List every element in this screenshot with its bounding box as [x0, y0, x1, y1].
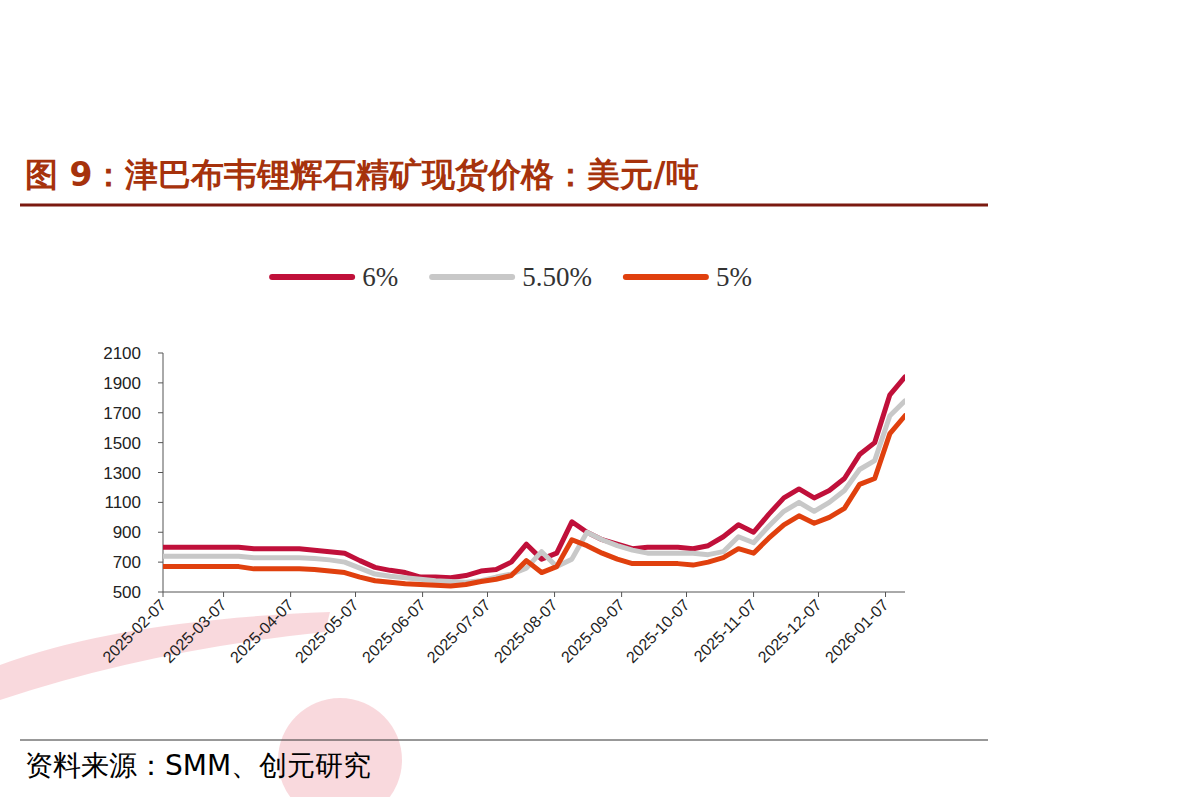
- x-tick: [554, 592, 555, 597]
- y-tick: [158, 472, 163, 473]
- y-tick: [158, 442, 163, 443]
- x-tick-label: 2025-05-07: [292, 596, 362, 666]
- legend-label: 6%: [362, 262, 398, 292]
- y-tick-label: 1700: [103, 404, 141, 423]
- x-tick-label: 2025-11-07: [691, 596, 760, 665]
- source-rule: [20, 740, 988, 741]
- y-tick: [158, 382, 163, 383]
- x-tick-label: 2025-08-07: [491, 596, 561, 666]
- source: 资料来源：SMM、创元研究: [25, 749, 371, 782]
- legend-swatch: [432, 274, 512, 280]
- x-tick: [818, 592, 819, 597]
- y-tick-label: 700: [113, 553, 141, 572]
- x-tick-label: 2025-12-07: [755, 596, 825, 666]
- x-tick: [686, 592, 687, 597]
- x-tick-label: 2025-04-07: [227, 596, 297, 666]
- legend-label: 5%: [716, 262, 752, 292]
- plot-area: [163, 377, 905, 586]
- series-line: [163, 416, 905, 586]
- y-tick: [158, 532, 163, 533]
- x-tick: [355, 592, 356, 597]
- y-tick-label: 1900: [103, 374, 141, 393]
- y-tick-label: 1300: [103, 464, 141, 483]
- x-tick-label: 2025-06-07: [359, 596, 429, 666]
- legend-label: 5.50%: [522, 262, 592, 292]
- x-tick-label: 2025-02-07: [99, 596, 169, 666]
- y-tick-label: 900: [113, 523, 141, 542]
- x-tick: [290, 592, 291, 597]
- y-tick-label: 2100: [103, 344, 141, 363]
- title-rule: [20, 204, 988, 207]
- x-tick: [621, 592, 622, 597]
- y-tick-label: 1100: [104, 493, 141, 512]
- y-tick: [158, 562, 163, 563]
- y-tick: [158, 353, 163, 354]
- y-tick: [158, 412, 163, 413]
- x-tick: [223, 592, 224, 597]
- x-tick: [422, 592, 423, 597]
- legend-swatch: [272, 274, 352, 280]
- series-line: [163, 377, 905, 578]
- y-tick: [158, 592, 163, 593]
- x-tick-label: 2025-10-07: [623, 596, 693, 666]
- x-tick-label: 2025-03-07: [160, 596, 230, 666]
- title: 图 9：津巴布韦锂辉石精矿现货价格：美元/吨: [25, 155, 699, 194]
- x-tick: [753, 592, 754, 597]
- series-line: [163, 401, 905, 582]
- x-axis: [163, 592, 905, 593]
- x-tick-label: 2025-09-07: [558, 596, 628, 666]
- watermark: [278, 698, 402, 797]
- y-tick-label: 500: [113, 583, 141, 602]
- x-tick: [885, 592, 886, 597]
- y-tick: [158, 502, 163, 503]
- y-tick-label: 1500: [103, 434, 141, 453]
- chart: 图 9：津巴布韦锂辉石精矿现货价格：美元/吨资料来源：SMM、创元研究 500 70…: [0, 0, 1191, 797]
- x-tick: [163, 592, 164, 597]
- legend: 6% 5.50% 5%: [272, 262, 752, 292]
- x-tick-label: 2025-07-07: [424, 596, 494, 666]
- x-tick-label: 2026-01-07: [822, 596, 892, 666]
- legend-swatch: [626, 274, 706, 280]
- x-tick: [487, 592, 488, 597]
